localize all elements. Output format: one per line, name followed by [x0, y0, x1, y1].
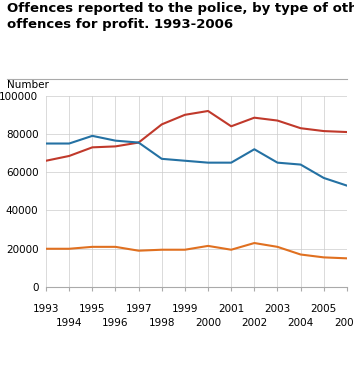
Legend: Simple and
minor larceny, Aggravated
larceny, Theft of
motor vehicle: Simple and minor larceny, Aggravated lar… [46, 365, 347, 368]
Simple and
minor larceny [67, 154, 71, 158]
Theft of
motor vehicle [229, 248, 233, 252]
Simple and
minor larceny [183, 113, 187, 117]
Simple and
minor larceny [206, 109, 210, 113]
Text: Offences reported to the police, by type of other
offences for profit. 1993-2006: Offences reported to the police, by type… [7, 2, 354, 31]
Theft of
motor vehicle [322, 255, 326, 259]
Aggravated
larceny [252, 147, 256, 152]
Aggravated
larceny [206, 160, 210, 165]
Theft of
motor vehicle [44, 247, 48, 251]
Aggravated
larceny [183, 159, 187, 163]
Aggravated
larceny [113, 138, 118, 143]
Theft of
motor vehicle [298, 252, 303, 257]
Text: 2005: 2005 [311, 304, 337, 314]
Text: 1996: 1996 [102, 318, 129, 328]
Text: 1995: 1995 [79, 304, 105, 314]
Aggravated
larceny [229, 160, 233, 165]
Simple and
minor larceny [90, 145, 95, 149]
Text: 2006: 2006 [334, 318, 354, 328]
Simple and
minor larceny [137, 140, 141, 145]
Line: Theft of
motor vehicle: Theft of motor vehicle [46, 243, 347, 258]
Text: 2000: 2000 [195, 318, 221, 328]
Theft of
motor vehicle [90, 245, 95, 249]
Line: Aggravated
larceny: Aggravated larceny [46, 136, 347, 185]
Aggravated
larceny [275, 160, 280, 165]
Aggravated
larceny [345, 183, 349, 188]
Text: 1993: 1993 [33, 304, 59, 314]
Text: Number: Number [7, 80, 49, 90]
Theft of
motor vehicle [137, 248, 141, 253]
Theft of
motor vehicle [183, 248, 187, 252]
Aggravated
larceny [137, 140, 141, 145]
Theft of
motor vehicle [160, 248, 164, 252]
Aggravated
larceny [90, 134, 95, 138]
Simple and
minor larceny [252, 116, 256, 120]
Simple and
minor larceny [229, 124, 233, 128]
Line: Simple and
minor larceny: Simple and minor larceny [46, 111, 347, 161]
Aggravated
larceny [44, 141, 48, 146]
Simple and
minor larceny [113, 144, 118, 149]
Text: 1994: 1994 [56, 318, 82, 328]
Theft of
motor vehicle [206, 244, 210, 248]
Theft of
motor vehicle [113, 245, 118, 249]
Simple and
minor larceny [345, 130, 349, 134]
Text: 1999: 1999 [172, 304, 198, 314]
Simple and
minor larceny [160, 122, 164, 127]
Text: 2002: 2002 [241, 318, 268, 328]
Simple and
minor larceny [275, 118, 280, 123]
Aggravated
larceny [322, 176, 326, 180]
Simple and
minor larceny [44, 159, 48, 163]
Theft of
motor vehicle [252, 241, 256, 245]
Aggravated
larceny [160, 157, 164, 161]
Text: 1997: 1997 [125, 304, 152, 314]
Simple and
minor larceny [298, 126, 303, 130]
Simple and
minor larceny [322, 129, 326, 133]
Text: 2001: 2001 [218, 304, 244, 314]
Aggravated
larceny [67, 141, 71, 146]
Text: 2003: 2003 [264, 304, 291, 314]
Text: 2004: 2004 [287, 318, 314, 328]
Theft of
motor vehicle [275, 245, 280, 249]
Theft of
motor vehicle [345, 256, 349, 261]
Aggravated
larceny [298, 162, 303, 167]
Text: 1998: 1998 [148, 318, 175, 328]
Theft of
motor vehicle [67, 247, 71, 251]
